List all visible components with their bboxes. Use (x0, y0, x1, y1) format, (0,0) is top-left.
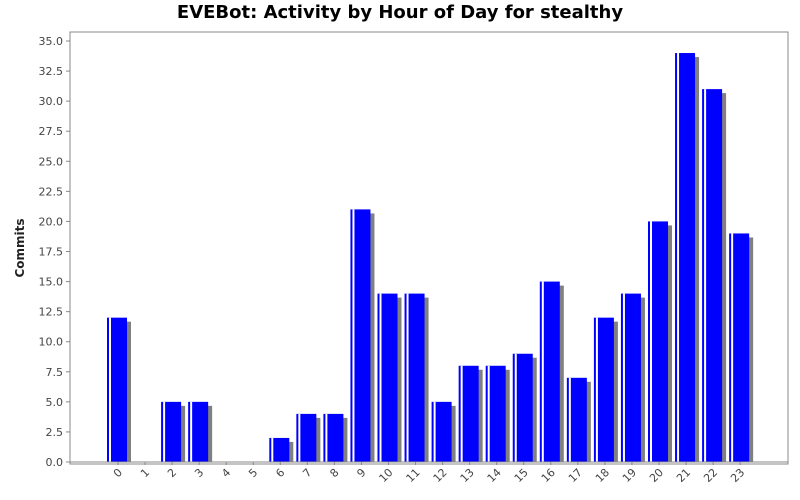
bar (323, 413, 344, 462)
x-tick-label: 21 (674, 466, 693, 485)
bar-highlight (163, 401, 166, 462)
bar-highlight (325, 413, 328, 462)
bar-highlight (433, 401, 436, 462)
bar (350, 209, 371, 462)
bar-highlight (704, 89, 707, 462)
x-axis: 0 1 2 3 4 5 6 7 8 9 10 11 12 13 14 15 16 17 18 19 20 21 22 23 (111, 462, 747, 485)
bar-highlight (622, 293, 625, 462)
x-tick-label: 20 (647, 466, 666, 485)
x-tick-label: 23 (728, 466, 747, 485)
x-tick-label: 6 (273, 466, 287, 480)
x-tick-label: 9 (354, 466, 368, 480)
y-tick-label: 5.0 (46, 396, 64, 409)
bar (566, 377, 587, 462)
bar-highlight (190, 401, 193, 462)
y-axis: 0.0 2.5 5.0 7.5 10.0 12.5 15.0 17.5 20.0 22.5 25.0… (39, 35, 70, 469)
x-tick-label: 19 (620, 466, 639, 485)
y-tick-label: 27.5 (39, 125, 64, 138)
x-tick-label: 12 (431, 466, 450, 485)
bar (539, 281, 560, 462)
x-tick-label: 13 (458, 466, 477, 485)
bar (675, 53, 696, 463)
x-tick-label: 4 (219, 466, 233, 480)
bar-highlight (109, 317, 111, 462)
bar (161, 401, 182, 462)
bar (431, 401, 452, 462)
bar-highlight (650, 221, 652, 462)
y-tick-label: 2.5 (46, 426, 64, 439)
bar (729, 233, 750, 462)
bar-highlight (568, 377, 571, 462)
bar-highlight (379, 293, 382, 462)
x-tick-label: 7 (300, 466, 314, 480)
bar-highlight (352, 209, 355, 462)
x-tick-label: 8 (327, 466, 341, 480)
bar-highlight (406, 293, 409, 462)
x-tick-label: 18 (593, 466, 612, 485)
bar (620, 293, 641, 462)
bar (188, 401, 209, 462)
x-tick-label: 2 (165, 466, 179, 480)
x-tick-label: 15 (512, 466, 531, 485)
bar-highlight (460, 365, 463, 462)
bar-highlight (514, 353, 517, 462)
bar-series (70, 53, 788, 463)
bar (702, 89, 723, 462)
x-tick-label: 3 (192, 466, 206, 480)
y-tick-label: 10.0 (39, 336, 64, 349)
y-tick-label: 0.0 (46, 456, 64, 469)
bar (458, 365, 479, 462)
x-tick-label: 10 (377, 466, 396, 485)
bar-highlight (731, 233, 734, 462)
y-tick-label: 32.5 (39, 65, 64, 78)
bar-highlight (298, 413, 301, 462)
y-tick-label: 22.5 (39, 185, 64, 198)
y-tick-label: 12.5 (39, 306, 64, 319)
y-tick-label: 30.0 (39, 95, 64, 108)
x-tick-label: 11 (404, 466, 423, 485)
y-tick-label: 20.0 (39, 215, 64, 228)
bar (296, 413, 317, 462)
y-tick-label: 15.0 (39, 276, 64, 289)
bar (377, 293, 398, 462)
x-tick-label: 5 (246, 466, 260, 480)
bar (648, 221, 668, 462)
x-tick-label: 0 (111, 466, 125, 480)
y-tick-label: 35.0 (39, 35, 64, 48)
bar (485, 365, 506, 462)
bar (269, 437, 290, 462)
chart-title: EVEBot: Activity by Hour of Day for stea… (176, 2, 624, 23)
bar (404, 293, 425, 462)
bar-highlight (487, 365, 490, 462)
bar-highlight (271, 437, 274, 462)
y-axis-label: Commits (13, 218, 27, 277)
x-tick-label: 17 (566, 466, 585, 485)
bar (512, 353, 533, 462)
bar (593, 317, 614, 462)
x-tick-label: 1 (138, 466, 152, 480)
y-tick-label: 7.5 (46, 366, 64, 379)
bar-highlight (677, 53, 680, 463)
x-tick-label: 22 (701, 466, 720, 485)
bar (107, 317, 127, 462)
x-tick-label: 14 (485, 466, 504, 485)
y-tick-label: 17.5 (39, 246, 64, 259)
y-tick-label: 25.0 (39, 155, 64, 168)
bar-highlight (595, 317, 598, 462)
x-tick-label: 16 (539, 466, 558, 485)
bar-highlight (541, 281, 544, 462)
